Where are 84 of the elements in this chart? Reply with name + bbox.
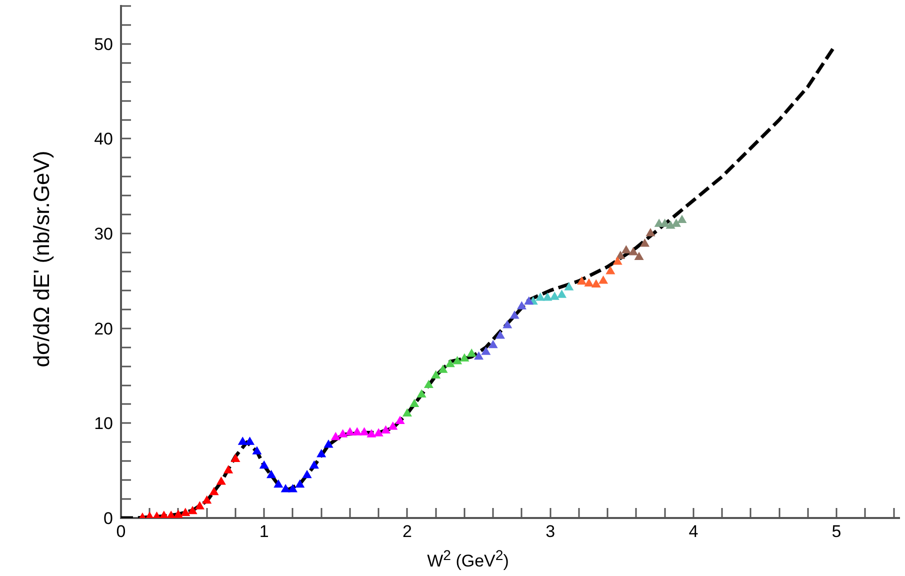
point — [495, 330, 505, 339]
point — [352, 427, 362, 436]
point — [238, 436, 248, 445]
point — [366, 429, 376, 438]
point — [634, 252, 644, 260]
point — [621, 245, 631, 254]
point — [360, 427, 370, 436]
point — [230, 454, 240, 462]
point — [591, 279, 601, 288]
x-tick-label: 3 — [546, 522, 556, 541]
point — [564, 282, 574, 290]
line-series — [121, 46, 836, 518]
point — [474, 351, 484, 360]
point — [395, 416, 405, 424]
point — [577, 276, 587, 285]
point — [606, 266, 616, 274]
point — [466, 348, 476, 357]
point — [598, 275, 608, 284]
point — [550, 292, 560, 300]
point — [209, 486, 219, 496]
point — [646, 228, 656, 236]
point — [309, 460, 319, 469]
point — [438, 364, 448, 373]
point — [330, 432, 340, 440]
point — [380, 425, 391, 434]
point — [302, 470, 312, 478]
point — [345, 427, 355, 436]
point — [488, 340, 498, 348]
x-axis-title: W$^{2}$ (GeV$^{2}$) — [427, 548, 509, 572]
point — [338, 429, 348, 438]
point — [252, 446, 262, 454]
x-tick-label: 0 — [116, 522, 126, 541]
point — [424, 380, 434, 388]
y-axis-title: dσ/dΩ dE' (nb/sr.GeV) — [29, 150, 55, 368]
y-tick-label: 20 — [94, 319, 113, 338]
x-tick-label: 5 — [832, 522, 842, 541]
y-tick-label: 30 — [94, 224, 113, 244]
point — [516, 301, 526, 310]
point — [245, 436, 255, 445]
point — [288, 484, 298, 492]
point — [557, 290, 567, 298]
point — [502, 320, 512, 328]
y-tick-label: 0 — [104, 509, 113, 528]
x-tick-label: 2 — [402, 522, 412, 541]
x-tick-label: 4 — [688, 522, 698, 541]
point — [224, 465, 234, 474]
point — [295, 479, 305, 488]
point — [445, 358, 455, 368]
point — [452, 356, 462, 364]
point — [612, 256, 622, 265]
point — [388, 421, 398, 430]
y-tick-label: 40 — [94, 130, 113, 149]
point — [671, 218, 682, 227]
point — [460, 353, 470, 362]
point — [584, 278, 594, 287]
point — [216, 476, 226, 485]
point — [510, 310, 520, 319]
point — [677, 214, 687, 224]
point — [180, 508, 190, 516]
point — [481, 346, 491, 355]
point — [416, 389, 426, 398]
point — [316, 448, 326, 458]
point — [542, 292, 552, 301]
point — [173, 510, 184, 518]
point — [628, 247, 638, 256]
point — [374, 428, 384, 436]
point — [402, 408, 412, 416]
point — [524, 296, 534, 305]
point — [660, 218, 670, 227]
point — [410, 398, 420, 407]
point — [536, 292, 546, 301]
point — [194, 501, 204, 510]
point — [202, 495, 212, 504]
point — [640, 238, 650, 247]
point — [266, 470, 276, 478]
point — [274, 479, 284, 488]
point — [259, 460, 269, 469]
y-tick-label: 50 — [94, 34, 113, 54]
point — [280, 484, 290, 492]
x-tick-label: 1 — [259, 522, 269, 541]
point — [188, 506, 198, 514]
point — [431, 370, 441, 379]
point — [324, 439, 334, 448]
y-tick-label: 10 — [94, 414, 113, 434]
